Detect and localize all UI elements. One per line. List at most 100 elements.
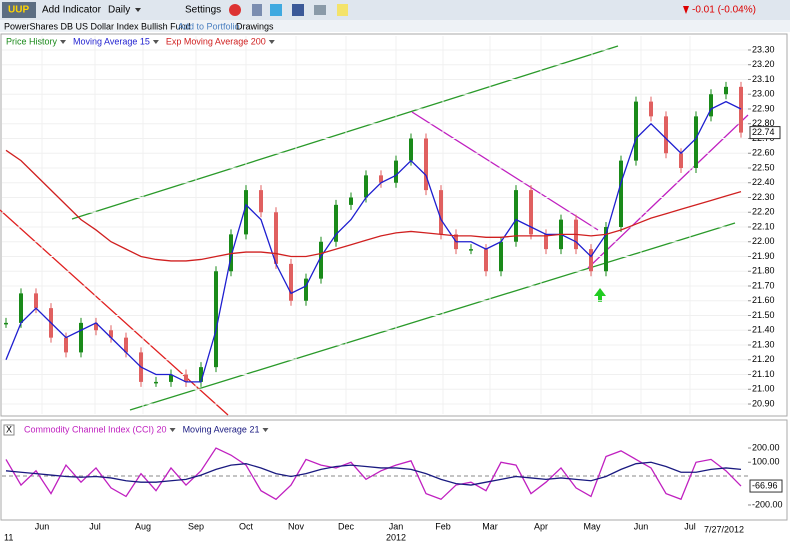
- y-tick-label: 23.30: [752, 44, 775, 54]
- y-tick-label: 22.40: [752, 177, 775, 187]
- candle: [109, 330, 113, 338]
- start-year-label: 11: [4, 532, 13, 542]
- x-tick-label: Nov: [288, 521, 305, 531]
- drawings[interactable]: Drawings: [236, 21, 274, 31]
- candle: [169, 374, 173, 382]
- legend-entry[interactable]: Moving Average 21: [183, 424, 260, 434]
- candle: [154, 381, 158, 384]
- legend-dropdown[interactable]: [152, 40, 159, 44]
- legend-entry[interactable]: Moving Average 15: [73, 36, 150, 46]
- candle: [274, 212, 278, 264]
- channel-line: [129, 222, 736, 411]
- candle: [544, 234, 548, 250]
- x-tick-label: Jun: [35, 521, 50, 531]
- candle: [499, 241, 503, 272]
- price-change: -0.01 (-0.04%): [692, 5, 756, 16]
- y-tick-label: 22.50: [752, 162, 775, 172]
- candle: [79, 322, 83, 353]
- symbol-box[interactable]: [2, 2, 36, 18]
- fund-name: PowerShares DB US Dollar Index Bullish F…: [4, 21, 191, 31]
- last-price-box: [749, 126, 781, 140]
- y-tick-label: 22.00: [752, 236, 775, 246]
- legend-dropdown[interactable]: [60, 40, 67, 44]
- last-price: 22.74: [752, 127, 775, 137]
- y-tick-label: 22.80: [752, 118, 775, 128]
- close-x[interactable]: X: [6, 424, 12, 434]
- y-tick-label: 22.60: [752, 148, 775, 158]
- trend-line: [587, 114, 749, 269]
- y-tick-label: 200.00: [752, 442, 780, 452]
- icon[interactable]: [229, 4, 241, 16]
- x-tick-label: Jan: [389, 521, 404, 531]
- y-tick-label: 21.80: [752, 266, 775, 276]
- candle: [589, 249, 593, 272]
- dropdown-arrow[interactable]: [135, 8, 141, 12]
- candle: [724, 86, 728, 95]
- candle: [694, 116, 698, 168]
- last-value: -66.96: [752, 480, 778, 490]
- y-tick-label: 22.10: [752, 221, 775, 231]
- last-date: 7/27/2012: [704, 524, 744, 534]
- candle: [664, 116, 668, 154]
- candle: [649, 101, 653, 117]
- candle: [364, 175, 368, 198]
- candle: [334, 204, 338, 242]
- x-tick-label: May: [583, 521, 601, 531]
- add-indicator[interactable]: Add Indicator: [42, 5, 102, 16]
- candle: [94, 322, 98, 331]
- up-arrow-annotation: [594, 288, 606, 302]
- y-tick-label: 21.90: [752, 251, 775, 261]
- candle: [34, 293, 38, 309]
- y-tick-label: 21.30: [752, 339, 775, 349]
- toolbar: [0, 0, 790, 20]
- price-panel: [0, 33, 788, 417]
- candle: [409, 138, 413, 161]
- icon[interactable]: [292, 4, 304, 16]
- candle: [394, 160, 398, 183]
- y-tick-label: 22.30: [752, 192, 775, 202]
- candle: [244, 190, 248, 235]
- legend-dropdown[interactable]: [268, 40, 275, 44]
- candle: [514, 190, 518, 242]
- candle: [124, 337, 128, 353]
- icon[interactable]: [252, 4, 262, 16]
- icon[interactable]: [270, 4, 282, 16]
- candle: [184, 374, 188, 382]
- candle: [439, 190, 443, 235]
- candle: [739, 86, 743, 133]
- y-tick-label: 20.90: [752, 398, 775, 408]
- y-tick-label: 22.90: [752, 103, 775, 113]
- legend-entry[interactable]: Exp Moving Average 200: [166, 36, 266, 46]
- series-line: [5, 149, 742, 262]
- legend-entry[interactable]: Price History: [6, 36, 58, 46]
- legend-entry[interactable]: Commodity Channel Index (CCI) 20: [24, 424, 167, 434]
- y-tick-label: 23.10: [752, 74, 775, 84]
- candle: [469, 249, 473, 251]
- interval[interactable]: Daily: [108, 5, 130, 16]
- candle: [379, 175, 383, 183]
- y-tick-label: 100.00: [752, 457, 780, 467]
- candle: [319, 241, 323, 279]
- legend-dropdown[interactable]: [262, 428, 269, 432]
- candle: [19, 293, 23, 323]
- y-tick-label: 23.20: [752, 59, 775, 69]
- series-line: [5, 461, 742, 486]
- icon[interactable]: [337, 4, 348, 16]
- y-tick-label: 21.50: [752, 310, 775, 320]
- series-line: [5, 447, 742, 501]
- symbol[interactable]: UUP: [8, 5, 29, 16]
- settings[interactable]: Settings: [185, 5, 221, 16]
- icon[interactable]: [314, 5, 326, 15]
- legend-dropdown[interactable]: [169, 428, 176, 432]
- close-indicator[interactable]: [3, 424, 15, 436]
- candle: [214, 271, 218, 368]
- x-tick-label: Jun: [634, 521, 649, 531]
- x-tick-label: Mar: [482, 521, 498, 531]
- candle: [529, 190, 533, 235]
- down-arrow: [683, 6, 689, 14]
- candle: [619, 160, 623, 227]
- add-portfolio[interactable]: Add to Portfolio: [178, 21, 240, 31]
- y-tick-label: 21.20: [752, 354, 775, 364]
